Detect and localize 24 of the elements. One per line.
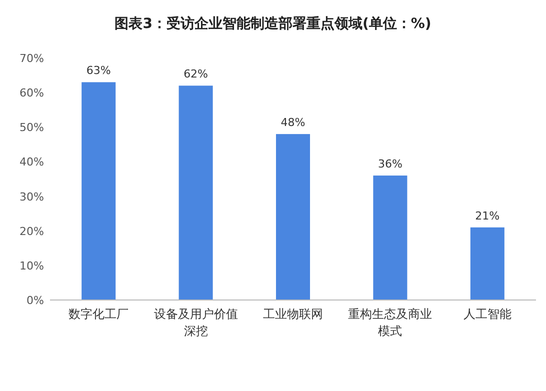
- bar: [276, 134, 310, 300]
- y-tick-label: 40%: [20, 156, 44, 169]
- y-tick-label: 70%: [20, 52, 44, 65]
- y-tick-label: 0%: [26, 294, 44, 307]
- bar: [470, 227, 504, 300]
- y-tick-label: 10%: [20, 259, 44, 272]
- y-tick-label: 60%: [20, 86, 44, 100]
- x-tick-label: 工业物联网: [263, 307, 323, 321]
- chart-title: 图表3：受访企业智能制造部署重点领域(单位：%): [114, 15, 432, 32]
- y-tick-label: 30%: [20, 190, 44, 204]
- bar: [373, 176, 408, 300]
- data-label: 63%: [86, 64, 111, 78]
- x-tick-label: 数字化工厂: [68, 307, 129, 321]
- x-tick-label: 重构生态及商业模式: [348, 307, 432, 338]
- y-tick-label: 50%: [20, 121, 44, 134]
- data-label: 48%: [280, 116, 306, 130]
- data-label: 36%: [378, 158, 402, 171]
- y-tick-label: 20%: [20, 224, 44, 238]
- data-label: 21%: [475, 209, 500, 222]
- bar: [178, 86, 213, 300]
- data-label: 62%: [184, 68, 208, 81]
- x-tick-label: 设备及用户价值深挖: [154, 307, 238, 338]
- bar: [82, 82, 116, 300]
- x-tick-label: 人工智能: [463, 307, 512, 321]
